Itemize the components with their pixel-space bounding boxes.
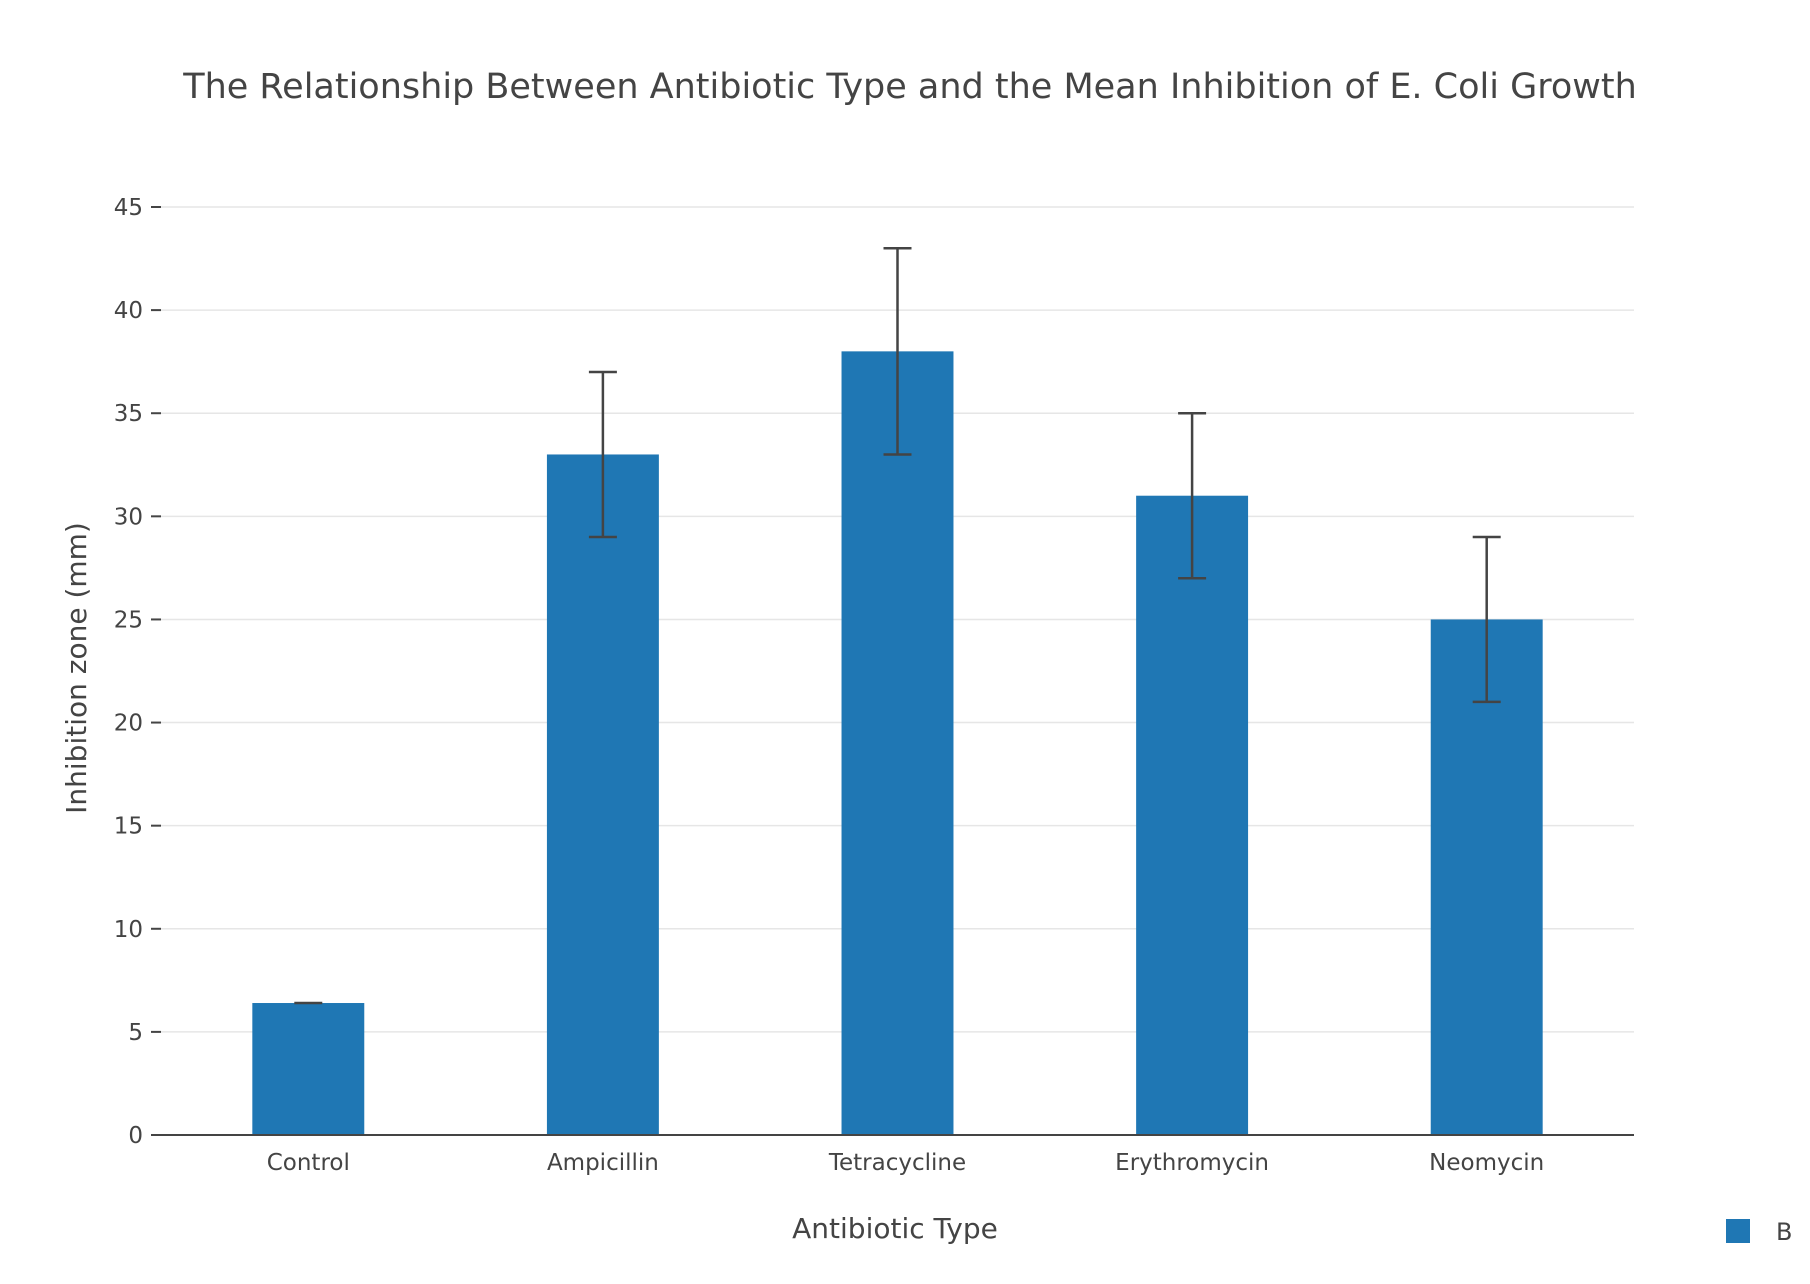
y-axis-ticks: 0 5 10 15 20 25 30 35 40 45	[114, 195, 161, 1149]
error-bar-ampicillin	[588, 370, 617, 539]
error-bars	[294, 246, 1501, 1005]
error-bar-neomycin	[1472, 535, 1501, 704]
bar-erythromycin	[1136, 495, 1249, 1135]
y-tick-label-20: 20	[114, 711, 143, 737]
x-tick-label-erythromycin: Erythromycin	[1115, 1150, 1269, 1176]
legend[interactable]: B	[1726, 1218, 1792, 1246]
bar-neomycin	[1430, 619, 1543, 1135]
y-tick-label-15: 15	[114, 814, 143, 840]
x-axis-title: Antibiotic Type	[792, 1212, 998, 1245]
error-bar-tetracycline	[883, 246, 912, 456]
y-tick-label-40: 40	[114, 298, 143, 324]
error-bar-erythromycin	[1178, 411, 1207, 580]
y-tick-label-5: 5	[128, 1020, 143, 1046]
y-tick-label-35: 35	[114, 401, 143, 427]
y-axis-title: Inhibition zone (mm)	[60, 522, 93, 814]
y-tick-label-10: 10	[114, 917, 143, 943]
bar-control	[252, 1003, 365, 1135]
legend-label: B	[1776, 1218, 1792, 1246]
y-tick-label-45: 45	[114, 195, 143, 221]
x-axis-ticks: Control Ampicillin Tetracycline Erythromyci…	[267, 1150, 1545, 1176]
y-tick-label-25: 25	[114, 607, 143, 633]
y-tick-label-30: 30	[114, 504, 143, 530]
bar-ampicillin	[546, 454, 659, 1135]
x-tick-label-neomycin: Neomycin	[1429, 1150, 1544, 1176]
chart-title: The Relationship Between Antibiotic Type…	[182, 67, 1637, 107]
bars	[252, 351, 1543, 1135]
bar-tetracycline	[841, 351, 954, 1135]
y-tick-label-0: 0	[128, 1123, 143, 1149]
x-tick-label-control: Control	[267, 1150, 350, 1176]
x-tick-label-ampicillin: Ampicillin	[547, 1150, 659, 1176]
x-tick-label-tetracycline: Tetracycline	[828, 1150, 966, 1176]
legend-swatch	[1726, 1219, 1750, 1243]
